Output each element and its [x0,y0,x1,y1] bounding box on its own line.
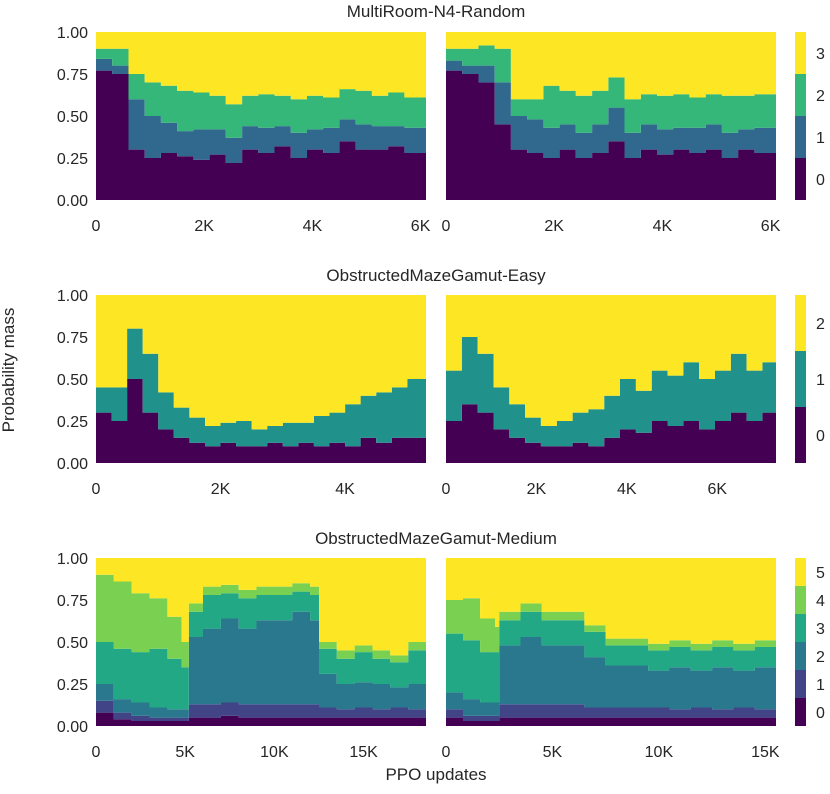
x-tick-label: 4K [617,481,637,498]
chart-title-0: MultiRoom-N4-Random [347,2,526,21]
x-tick-label: 6K [761,218,781,235]
chart-title-2: ObstructedMazeGamut-Medium [315,529,557,548]
colorbar-segment-0 [795,158,806,200]
colorbar-segment-5 [795,558,806,586]
y-tick-label: 0.50 [57,109,88,126]
colorbar-segment-0 [795,407,806,463]
x-tick-label: 0 [442,481,451,498]
colorbar-label: 2 [816,88,825,105]
colorbar-label: 1 [816,130,825,147]
y-tick-label: 0.25 [57,677,88,694]
area-band-level-0 [446,404,776,463]
colorbar-label: 1 [816,372,825,389]
area-band-level-1 [96,700,426,721]
y-tick-label: 0.75 [57,330,88,347]
y-tick-label: 1.00 [57,25,88,42]
chart-title-1: ObstructedMazeGamut-Easy [326,266,546,285]
area-band-level-0 [96,379,426,463]
x-tick-label: 0 [92,744,101,761]
colorbar-segment-3 [795,614,806,642]
y-tick-label: 0.00 [57,456,88,473]
colorbar-label: 0 [816,705,825,722]
x-tick-label: 6K [707,481,727,498]
x-tick-label: 2K [194,218,214,235]
x-tick-label: 4K [303,218,323,235]
colorbar-label: 2 [816,649,825,666]
x-tick-label: 2K [544,218,564,235]
colorbar-label: 4 [816,593,825,610]
colorbar-label: 1 [816,677,825,694]
area-band-level-5 [446,558,776,644]
y-tick-label: 0.50 [57,635,88,652]
colorbar-segment-1 [795,351,806,407]
colorbar-segment-2 [795,295,806,351]
x-tick-label: 10K [645,744,674,761]
area-band-level-2 [446,45,776,135]
area-band-level-3 [96,32,426,105]
colorbar-label: 3 [816,621,825,638]
x-tick-label: 0 [92,218,101,235]
x-axis-label: PPO updates [385,765,486,784]
area-band-level-2 [96,295,426,430]
area-band-level-5 [96,558,426,661]
y-tick-label: 0.75 [57,67,88,84]
colorbar-segment-1 [795,116,806,158]
area-band-level-0 [96,712,426,726]
area-band-level-1 [446,337,776,447]
area-band-level-2 [446,637,776,716]
area-band-level-1 [446,704,776,721]
x-tick-label: 4K [653,218,673,235]
x-tick-label: 15K [349,744,378,761]
y-tick-label: 0.00 [57,719,88,736]
area-band-level-2 [96,611,426,718]
area-band-level-3 [446,611,776,703]
colorbar-label: 2 [816,316,825,333]
y-tick-label: 0.50 [57,372,88,389]
area-band-level-0 [96,70,426,200]
x-tick-label: 2K [527,481,547,498]
y-axis-label: Probability mass [0,308,18,433]
x-tick-label: 0 [92,481,101,498]
x-tick-label: 0 [442,744,451,761]
colorbar-label: 3 [816,46,825,63]
x-tick-label: 4K [335,481,355,498]
area-band-level-4 [96,574,426,668]
area-band-level-2 [96,48,426,138]
x-tick-label: 10K [260,744,289,761]
area-band-level-3 [96,591,426,710]
x-tick-label: 0 [442,218,451,235]
y-tick-label: 0.75 [57,593,88,610]
y-tick-label: 0.25 [57,151,88,168]
colorbar-label: 5 [816,565,825,582]
y-tick-label: 1.00 [57,288,88,305]
colorbar-segment-2 [795,74,806,116]
colorbar-segment-2 [795,642,806,670]
colorbar-label: 0 [816,428,825,445]
x-tick-label: 5K [543,744,563,761]
y-tick-label: 0.25 [57,414,88,431]
area-band-level-1 [446,60,776,158]
area-band-level-1 [96,58,426,163]
area-band-level-0 [446,717,776,726]
x-tick-label: 15K [751,744,780,761]
colorbar-segment-1 [795,670,806,698]
y-tick-label: 0.00 [57,193,88,210]
area-band-level-0 [446,70,776,200]
y-tick-label: 1.00 [57,551,88,568]
colorbar-segment-0 [795,698,806,726]
x-tick-label: 2K [211,481,231,498]
colorbar-segment-3 [795,32,806,74]
colorbar-label: 0 [816,172,825,189]
colorbar-segment-4 [795,586,806,614]
area-band-level-3 [446,32,776,101]
area-band-level-1 [96,328,426,447]
x-tick-label: 5K [175,744,195,761]
x-tick-label: 6K [411,218,431,235]
area-band-level-4 [446,598,776,653]
area-band-level-2 [446,295,776,426]
